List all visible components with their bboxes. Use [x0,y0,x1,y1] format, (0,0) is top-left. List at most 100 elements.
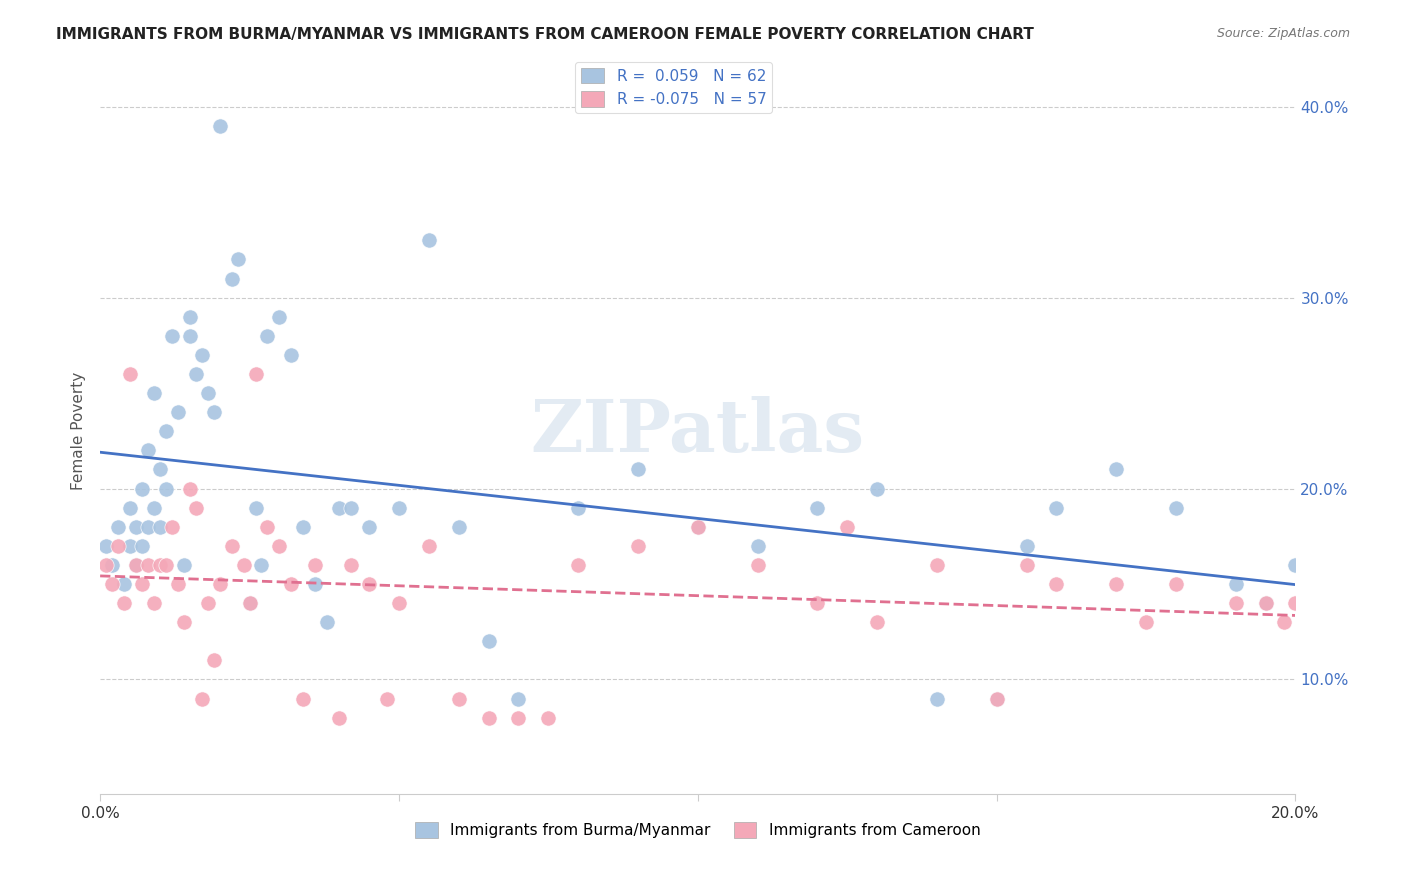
Point [221,271,243,285]
Point [256,519,278,533]
Point [1164,577,1187,591]
Point [304,577,326,591]
Point [107,539,129,553]
Point [837,519,859,533]
Point [375,691,398,706]
Point [125,558,148,572]
Point [190,691,212,706]
Point [250,558,273,572]
Point [238,596,260,610]
Point [388,500,411,515]
Point [280,577,302,591]
Point [328,711,350,725]
Point [149,462,172,476]
Point [686,519,709,533]
Point [1284,596,1306,610]
Point [508,711,530,725]
Point [245,367,267,381]
Point [567,500,589,515]
Point [136,519,159,533]
Point [197,596,219,610]
Point [155,558,177,572]
Point [208,577,231,591]
Point [149,519,172,533]
Point [1045,500,1067,515]
Point [447,691,470,706]
Point [202,653,225,667]
Point [269,539,291,553]
Point [292,519,315,533]
Point [173,615,195,630]
Point [537,711,560,725]
Point [359,519,381,533]
Point [226,252,249,267]
Point [1135,615,1157,630]
Point [806,596,828,610]
Point [478,634,501,648]
Point [179,328,201,343]
Legend: Immigrants from Burma/Myanmar, Immigrants from Cameroon: Immigrants from Burma/Myanmar, Immigrant… [409,816,987,845]
Point [112,577,135,591]
Point [107,519,129,533]
Point [304,558,326,572]
Point [986,691,1008,706]
Point [202,405,225,419]
Point [184,367,207,381]
Point [179,310,201,324]
Point [125,519,148,533]
Point [112,596,135,610]
Point [359,577,381,591]
Point [1105,577,1128,591]
Point [166,405,188,419]
Point [328,500,350,515]
Point [197,386,219,401]
Point [125,558,148,572]
Point [173,558,195,572]
Point [131,539,153,553]
Point [1045,577,1067,591]
Point [1254,596,1277,610]
Point [340,558,363,572]
Point [101,558,124,572]
Point [238,596,260,610]
Point [142,596,165,610]
Point [627,539,650,553]
Point [508,691,530,706]
Text: ZIPatlas: ZIPatlas [530,396,865,467]
Point [1272,615,1295,630]
Point [149,558,172,572]
Point [292,691,315,706]
Point [136,443,159,458]
Point [1284,558,1306,572]
Point [118,367,141,381]
Point [1015,539,1038,553]
Text: Source: ZipAtlas.com: Source: ZipAtlas.com [1216,27,1350,40]
Point [131,577,153,591]
Point [118,500,141,515]
Point [160,519,183,533]
Point [94,558,117,572]
Y-axis label: Female Poverty: Female Poverty [72,372,86,491]
Point [1225,596,1247,610]
Point [925,558,948,572]
Point [866,482,889,496]
Point [447,519,470,533]
Point [1105,462,1128,476]
Point [256,328,278,343]
Point [155,482,177,496]
Point [747,539,769,553]
Point [986,691,1008,706]
Point [245,500,267,515]
Point [627,462,650,476]
Point [418,233,440,247]
Point [388,596,411,610]
Point [747,558,769,572]
Point [1225,577,1247,591]
Point [142,500,165,515]
Point [142,386,165,401]
Point [184,500,207,515]
Point [136,558,159,572]
Point [179,482,201,496]
Point [155,424,177,438]
Text: IMMIGRANTS FROM BURMA/MYANMAR VS IMMIGRANTS FROM CAMEROON FEMALE POVERTY CORRELA: IMMIGRANTS FROM BURMA/MYANMAR VS IMMIGRA… [56,27,1035,42]
